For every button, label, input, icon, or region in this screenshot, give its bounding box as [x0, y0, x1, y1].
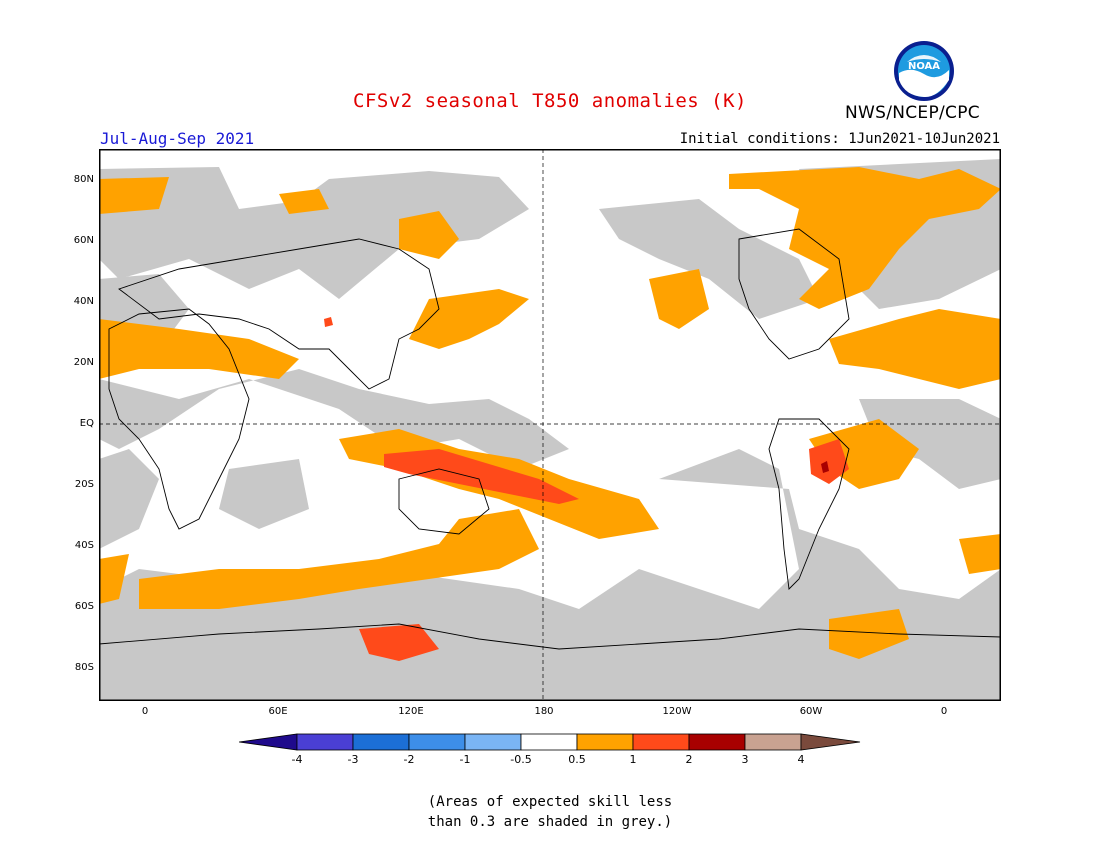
svg-text:NOAA: NOAA — [908, 61, 940, 72]
forecast-period: Jul-Aug-Sep 2021 — [100, 129, 255, 148]
colorbar-low-arrow — [239, 733, 298, 751]
anomaly-map — [99, 149, 1001, 701]
colorbar-bin — [688, 733, 746, 751]
anomaly-05-1 — [99, 167, 1001, 659]
initial-conditions: Initial conditions: 1Jun2021-10Jun2021 — [679, 131, 1000, 147]
colorbar-label: -4 — [291, 753, 303, 766]
lat-label: 20N — [73, 357, 94, 368]
colorbar-label: 0.5 — [568, 753, 586, 766]
colorbar-label: -3 — [347, 753, 359, 766]
skill-note-line: than 0.3 are shaded in grey.) — [427, 814, 673, 830]
lat-label: 40N — [73, 296, 94, 307]
colorbar-bin — [352, 733, 410, 751]
colorbar-high-arrow — [800, 733, 861, 751]
colorbar — [239, 733, 861, 751]
noaa-logo: NOAA — [894, 41, 954, 101]
lat-label: 80N — [73, 174, 94, 185]
colorbar-bin — [632, 733, 690, 751]
colorbar-label: 1 — [629, 753, 637, 766]
colorbar-bin — [408, 733, 466, 751]
anomaly-2-3 — [821, 461, 829, 473]
lon-label: 60E — [268, 706, 288, 717]
map-title: CFSv2 seasonal T850 anomalies (K) — [353, 90, 747, 112]
colorbar-bin — [464, 733, 522, 751]
lat-label: 20S — [74, 479, 94, 490]
lon-label: 0 — [940, 706, 948, 717]
colorbar-label: 4 — [797, 753, 805, 766]
colorbar-label: 3 — [741, 753, 749, 766]
colorbar-bin — [296, 733, 354, 751]
colorbar-label: -0.5 — [510, 753, 532, 766]
lon-label: 180 — [534, 706, 554, 717]
agency-label: NWS/NCEP/CPC — [845, 103, 980, 123]
map-grid — [99, 149, 1001, 701]
anomaly-1-2 — [324, 317, 849, 661]
colorbar-label: 2 — [685, 753, 693, 766]
lon-label: 60W — [799, 706, 823, 717]
skill-note: (Areas of expected skill less than 0.3 a… — [0, 792, 1100, 832]
lat-label: 40S — [74, 540, 94, 551]
colorbar-bin — [744, 733, 802, 751]
lon-label: 0 — [141, 706, 149, 717]
skill-note-line: (Areas of expected skill less — [427, 794, 673, 810]
colorbar-label: -2 — [403, 753, 415, 766]
lat-label: 60S — [74, 601, 94, 612]
lat-label: 60N — [73, 235, 94, 246]
coastlines — [99, 228, 1001, 650]
lat-label: 80S — [74, 662, 94, 673]
lat-label: EQ — [79, 418, 94, 429]
lon-label: 120E — [398, 706, 424, 717]
lon-label: 120W — [662, 706, 692, 717]
colorbar-bin — [520, 733, 578, 751]
colorbar-label: -1 — [459, 753, 471, 766]
colorbar-bin — [576, 733, 634, 751]
